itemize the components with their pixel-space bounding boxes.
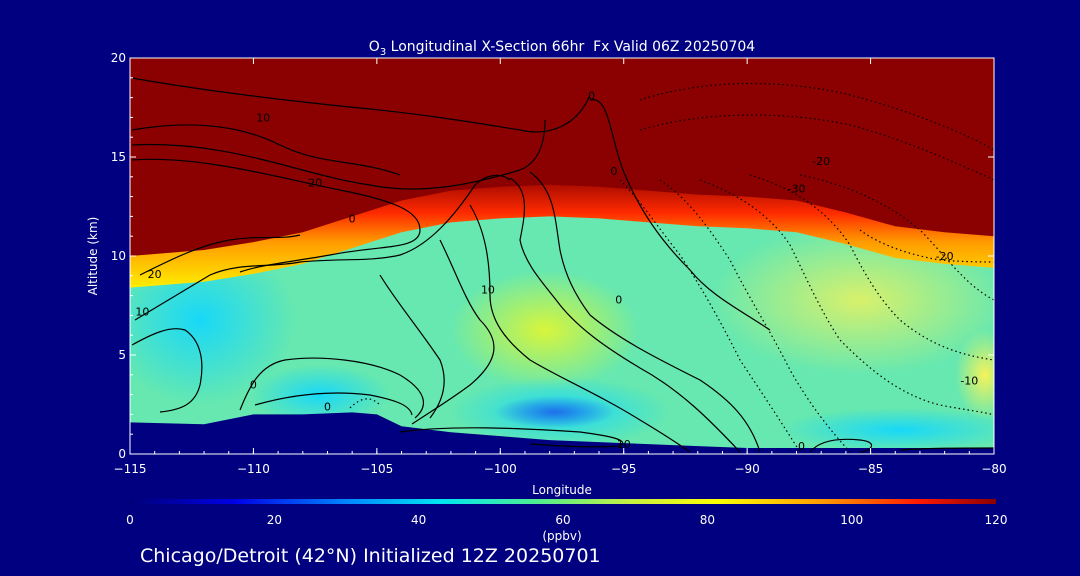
high-ozone-region-east xyxy=(710,225,994,375)
contour-line xyxy=(699,179,994,416)
contour-label: 0 xyxy=(324,400,331,413)
contour-label: 0 xyxy=(588,90,595,103)
contour-line xyxy=(619,179,801,453)
contour-label: 10 xyxy=(256,111,270,124)
colorbar-ticks: 0 20 40 60 80 100 120 xyxy=(126,513,1007,527)
contour-line xyxy=(659,179,851,453)
footer-caption: Chicago/Detroit (42°N) Initialized 12Z 2… xyxy=(140,545,601,567)
contour-label: 10 xyxy=(617,438,631,451)
high-ozone-region xyxy=(450,270,640,390)
contour-line xyxy=(639,114,994,181)
contour-label: 10 xyxy=(481,284,495,297)
contour-label: -20 xyxy=(812,155,830,168)
contour-line xyxy=(899,447,994,451)
contour-line xyxy=(749,174,994,361)
y-tick-label: 5 xyxy=(118,348,126,362)
colorbar-tick-label: 20 xyxy=(267,513,282,527)
x-tick-label: −110 xyxy=(237,462,270,476)
min-ozone-region xyxy=(495,396,615,428)
y-tick-label: 15 xyxy=(111,150,126,164)
ozone-field: 10 20 -20 -30 -20 -10 20 10 10 0 0 0 0 0 0 10 0 xyxy=(130,58,994,454)
contour-line xyxy=(379,274,445,419)
colorbar-tick-label: 120 xyxy=(985,513,1008,527)
x-tick-label: −85 xyxy=(858,462,883,476)
x-tick-label: −105 xyxy=(360,462,393,476)
contour-label: -10 xyxy=(960,375,978,388)
y-tick-label: 0 xyxy=(118,447,126,461)
contour-label: 0 xyxy=(610,165,617,178)
y-tick-label: 20 xyxy=(111,51,126,65)
contour-line xyxy=(131,119,546,190)
contour-lines xyxy=(131,77,994,453)
colorbar xyxy=(130,499,996,504)
stratosphere-region xyxy=(130,58,994,256)
contour-line xyxy=(131,77,591,133)
contour-line xyxy=(509,177,741,453)
colorbar-tick-label: 100 xyxy=(840,513,863,527)
contour-line xyxy=(639,82,994,151)
x-tick-label: −80 xyxy=(981,462,1006,476)
contour-label: -20 xyxy=(936,250,954,263)
contour-line xyxy=(589,99,771,331)
low-ozone-region-west2 xyxy=(250,365,390,425)
chart-title: O3 Longitudinal X-Section 66hr Fx Valid … xyxy=(369,39,755,58)
low-ozone-region-east xyxy=(780,408,994,452)
contour-line xyxy=(411,239,495,425)
x-tick-label: −115 xyxy=(114,462,147,476)
contour-label: 10 xyxy=(135,305,149,318)
contour-label: -30 xyxy=(788,183,806,196)
contour-line xyxy=(399,427,623,448)
contour-label: 0 xyxy=(615,294,622,307)
colorbar-tick-label: 40 xyxy=(411,513,426,527)
contour-line xyxy=(809,438,873,453)
contour-label: 0 xyxy=(250,379,257,392)
x-tick-label: −95 xyxy=(611,462,636,476)
colorbar-tick-label: 80 xyxy=(700,513,715,527)
y-axis: 0 5 10 15 20 xyxy=(111,51,994,461)
contour-line xyxy=(131,158,421,273)
high-ozone-region-edge xyxy=(955,330,994,420)
contour-label: 0 xyxy=(798,440,805,453)
contour-line xyxy=(859,229,994,263)
terrain-mask xyxy=(130,412,994,454)
x-tick-label: −100 xyxy=(484,462,517,476)
contour-line xyxy=(239,357,424,419)
contour-line xyxy=(254,392,413,416)
contour-label: 20 xyxy=(148,268,162,281)
x-tick-label: −90 xyxy=(734,462,759,476)
colorbar-unit: (ppbv) xyxy=(542,529,581,543)
x-axis: −115 −110 −105 −100 −95 −90 −85 −80 xyxy=(114,58,1007,476)
colorbar-tick-label: 0 xyxy=(126,513,134,527)
contour-line xyxy=(131,124,401,176)
contour-line xyxy=(134,174,511,321)
y-axis-label: Altitude (km) xyxy=(86,217,100,296)
contour-line xyxy=(529,171,761,453)
contour-line xyxy=(131,328,203,413)
contour-label: 0 xyxy=(349,212,356,225)
y-tick-label: 10 xyxy=(111,249,126,263)
colorbar-tick-label: 60 xyxy=(555,513,570,527)
dotted-contour-lines xyxy=(349,82,994,453)
contour-labels: 10 20 -20 -30 -20 -10 20 10 10 0 0 0 0 0 0 10 0 xyxy=(135,90,978,453)
contour-line xyxy=(139,234,301,276)
contour-label: 20 xyxy=(308,177,322,190)
tropopause-transition-band xyxy=(130,172,994,288)
contour-line xyxy=(469,204,691,453)
x-axis-label: Longitude xyxy=(532,483,592,497)
